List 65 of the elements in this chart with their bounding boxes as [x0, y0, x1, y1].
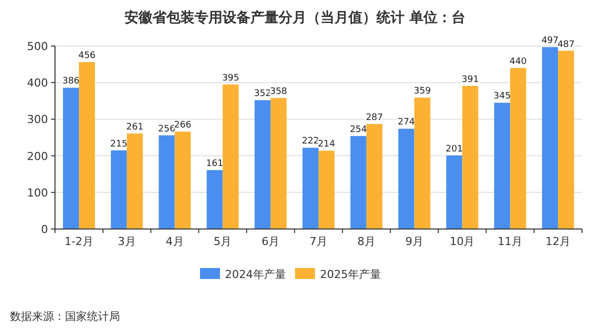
data-label: 391 — [462, 74, 479, 85]
legend-label: 2024年产量 — [225, 268, 286, 281]
bar — [366, 124, 382, 229]
data-label: 274 — [398, 118, 416, 128]
data-label: 359 — [414, 86, 432, 97]
data-label: 215 — [110, 139, 128, 150]
data-label: 254 — [350, 125, 368, 136]
data-label: 222 — [302, 136, 320, 147]
bar — [558, 50, 574, 229]
bar — [414, 98, 430, 229]
bar — [318, 150, 334, 229]
y-tick-label: 100 — [27, 186, 48, 200]
data-label: 440 — [510, 56, 527, 67]
bar — [494, 102, 510, 229]
x-tick-label: 5月 — [214, 235, 232, 248]
data-label: 386 — [62, 76, 80, 87]
bar — [222, 84, 239, 229]
bar — [78, 62, 95, 229]
bar — [398, 128, 414, 229]
bar — [174, 132, 191, 229]
data-label: 287 — [366, 112, 384, 123]
legend-label: 2025年产量 — [320, 268, 381, 281]
bar — [270, 98, 287, 229]
data-label: 256 — [158, 124, 176, 134]
x-tick-label: 4月 — [166, 235, 184, 248]
y-tick-label: 300 — [27, 113, 48, 126]
data-label: 352 — [254, 89, 272, 100]
chart-title: 安徽省包装专用设备产量分月（当月值）统计 单位：台 — [124, 9, 466, 26]
bar — [542, 47, 558, 229]
x-tick-label: 1-2月 — [64, 235, 94, 248]
x-tick-label: 11月 — [498, 235, 523, 248]
bar — [62, 88, 79, 229]
bar — [462, 86, 478, 229]
bar — [126, 133, 143, 229]
data-label: 201 — [446, 144, 463, 154]
y-tick-label: 0 — [41, 223, 48, 236]
data-label: 261 — [126, 122, 144, 132]
data-label: 161 — [206, 159, 224, 170]
data-label: 345 — [494, 92, 511, 102]
bar — [206, 170, 223, 229]
x-tick-label: 6月 — [262, 235, 280, 248]
source-note: 数据来源：国家统计局 — [10, 310, 120, 323]
y-tick-label: 500 — [27, 40, 48, 53]
x-tick-label: 7月 — [310, 235, 328, 248]
bar — [302, 148, 318, 229]
data-label: 395 — [222, 73, 240, 84]
data-label: 266 — [174, 120, 192, 131]
data-label: 487 — [557, 40, 575, 50]
bar — [446, 155, 462, 229]
y-tick-label: 400 — [27, 76, 48, 90]
y-tick-label: 200 — [27, 150, 48, 163]
x-tick-label: 10月 — [450, 235, 475, 248]
data-label: 456 — [78, 51, 96, 62]
data-label: 214 — [318, 140, 336, 150]
bar — [350, 136, 366, 229]
bar — [158, 135, 175, 229]
bar — [254, 100, 271, 229]
x-tick-label: 8月 — [357, 235, 376, 248]
x-tick-label: 9月 — [405, 235, 424, 248]
x-tick-label: 12月 — [546, 235, 571, 248]
bar — [510, 68, 526, 229]
bar — [110, 150, 127, 229]
data-label: 358 — [270, 86, 288, 97]
data-label: 497 — [541, 36, 559, 46]
x-tick-label: 3月 — [118, 235, 136, 248]
